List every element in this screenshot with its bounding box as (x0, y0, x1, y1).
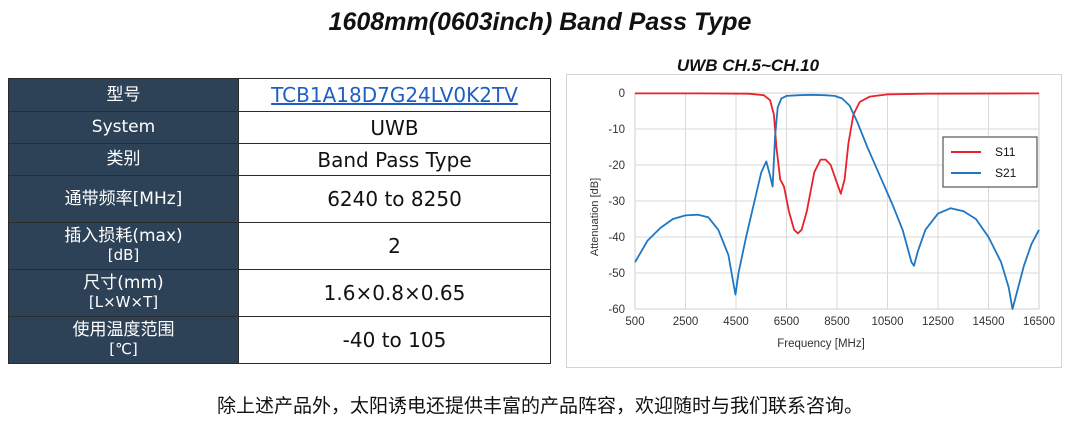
y-tick-label: -40 (608, 232, 625, 244)
page-title: 1608mm(0603inch) Band Pass Type (328, 8, 752, 36)
spec-table: 型号 TCB1A18D7G24LV0K2TV System UWB 类别 Ban… (8, 78, 551, 364)
x-tick-label: 16500 (1023, 316, 1055, 328)
y-tick-label: 0 (619, 88, 625, 100)
spec-key: 使用温度范围 [℃] (8, 316, 239, 364)
series-lines (634, 92, 1040, 310)
x-axis-label: Frequency [MHz] (777, 338, 865, 350)
x-tick-labels: 500 2500 4500 6500 8500 10500 12500 14500 16500 (625, 316, 1055, 328)
y-tick-label: -60 (608, 304, 625, 316)
y-tick-label: -50 (608, 268, 625, 280)
spec-key: 类别 (8, 143, 239, 176)
spec-value: Band Pass Type (238, 143, 551, 176)
spec-row-system: System UWB (8, 111, 551, 144)
footer-note: 除上述产品外，太阳诱电还提供丰富的产品阵容，欢迎随时与我们联系咨询。 (216, 395, 863, 417)
spec-row-passband: 通带频率[MHz] 6240 to 8250 (8, 175, 551, 223)
x-tick-label: 10500 (872, 316, 904, 328)
x-tick-label: 14500 (973, 316, 1005, 328)
series-line-s21 (634, 93, 1040, 310)
x-tick-label: 8500 (824, 316, 850, 328)
chart-legend: S11 S21 (942, 136, 1038, 188)
chart-frame: 500 2500 4500 6500 8500 10500 12500 14500 16500 … (566, 74, 1062, 368)
y-tick-label: -20 (608, 160, 625, 172)
attenuation-chart: 500 2500 4500 6500 8500 10500 12500 14500 16500 … (589, 88, 1055, 350)
spec-row-size: 尺寸(mm) [L×W×T] 1.6×0.8×0.65 (8, 269, 551, 317)
y-axis-label: Attenuation [dB] (589, 178, 601, 256)
model-link[interactable]: TCB1A18D7G24LV0K2TV (271, 83, 518, 107)
chart-grid (634, 92, 1040, 310)
x-tick-label: 4500 (723, 316, 749, 328)
x-tick-label: 12500 (922, 316, 954, 328)
x-tick-label: 500 (625, 316, 644, 328)
legend-box (942, 136, 1038, 188)
series-line-s11 (635, 92, 1040, 235)
spec-value: 6240 to 8250 (238, 175, 551, 223)
spec-value: TCB1A18D7G24LV0K2TV (238, 78, 551, 112)
y-tick-label: -30 (608, 196, 625, 208)
legend-label-s11: S11 (995, 145, 1016, 159)
spec-row-temperature: 使用温度范围 [℃] -40 to 105 (8, 316, 551, 364)
spec-row-insertion-loss: 插入损耗(max) [dB] 2 (8, 222, 551, 270)
x-tick-label: 6500 (774, 316, 800, 328)
spec-key: 通带频率[MHz] (8, 175, 239, 223)
x-tick-label: 2500 (673, 316, 699, 328)
spec-key: 型号 (8, 78, 239, 112)
spec-key: 尺寸(mm) [L×W×T] (8, 269, 239, 317)
spec-key: 插入损耗(max) [dB] (8, 222, 239, 270)
spec-value: 1.6×0.8×0.65 (238, 269, 551, 317)
chart-title: UWB CH.5~CH.10 (676, 56, 820, 75)
legend-label-s21: S21 (995, 166, 1017, 180)
spec-row-category: 类别 Band Pass Type (8, 143, 551, 176)
spec-value: 2 (238, 222, 551, 270)
y-tick-labels: 0 -10 -20 -30 -40 -50 -60 (608, 88, 625, 316)
plot-area (634, 92, 1040, 310)
y-tick-label: -10 (608, 124, 625, 136)
spec-row-model: 型号 TCB1A18D7G24LV0K2TV (8, 78, 551, 112)
spec-key: System (8, 111, 239, 144)
spec-value: -40 to 105 (238, 316, 551, 364)
spec-value: UWB (238, 111, 551, 144)
